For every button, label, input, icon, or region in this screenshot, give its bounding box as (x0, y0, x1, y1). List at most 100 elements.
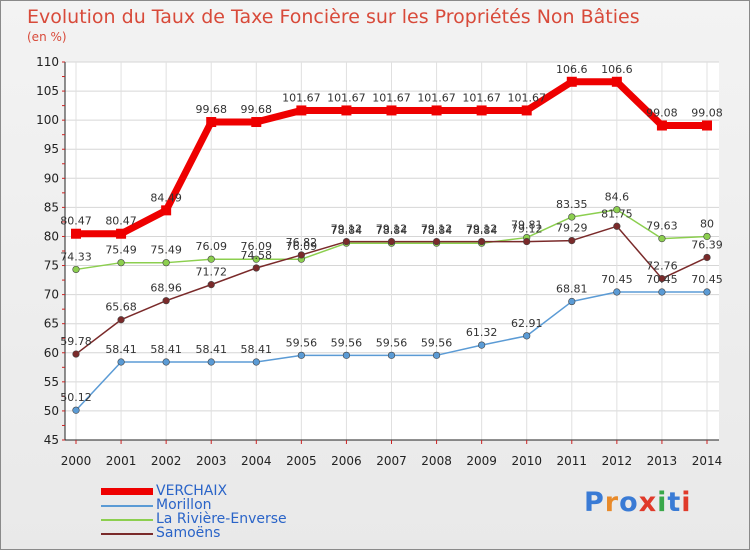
y-tick-label: 50 (44, 404, 59, 418)
logo-letter: i (657, 487, 668, 518)
data-point-verchaix (116, 228, 127, 239)
y-tick-label: 65 (44, 317, 59, 331)
data-point (432, 237, 441, 246)
proxiti-logo: Proxiti (584, 487, 692, 518)
x-tick-label: 2014 (692, 454, 723, 468)
data-point (658, 288, 666, 296)
logo-letter: i (681, 487, 692, 518)
data-label: 83.35 (556, 198, 588, 211)
x-tick-label: 2001 (106, 454, 137, 468)
data-label: 79.63 (646, 220, 678, 233)
data-label: 79.12 (421, 223, 453, 236)
data-label: 50.12 (60, 391, 92, 404)
y-tick-label: 110 (36, 55, 59, 69)
data-label: 79.12 (331, 223, 363, 236)
data-point-verchaix (611, 76, 622, 87)
logo-letter: P (584, 487, 605, 518)
data-point (658, 235, 666, 243)
data-label: 79.29 (556, 222, 588, 235)
data-label: 70.45 (691, 273, 723, 286)
x-tick-label: 2009 (466, 454, 497, 468)
data-point-verchaix (206, 117, 217, 128)
x-tick-label: 2010 (511, 454, 542, 468)
data-point (478, 237, 486, 246)
data-label: 99.08 (691, 107, 723, 120)
x-tick-label: 2007 (376, 454, 407, 468)
logo-letter: o (619, 487, 639, 518)
data-label: 79.81 (511, 219, 543, 232)
data-point (72, 265, 80, 274)
data-label: 84.6 (605, 191, 630, 204)
data-label: 78.84 (376, 224, 408, 237)
x-tick-label: 2002 (151, 454, 182, 468)
data-point-verchaix (341, 105, 352, 116)
data-point (568, 213, 576, 221)
data-point-verchaix (251, 117, 262, 128)
data-label: 76.82 (286, 236, 318, 249)
chart-unit-label: (en %) (27, 30, 67, 44)
logo-letter: r (604, 487, 620, 518)
data-label: 79.12 (466, 223, 498, 236)
data-label: 75.49 (150, 244, 182, 257)
data-point-verchaix (386, 105, 397, 116)
y-tick-label: 90 (44, 171, 59, 185)
data-point-verchaix (431, 105, 442, 116)
grid-lines (65, 61, 719, 441)
x-tick-label: 2006 (331, 454, 362, 468)
data-label: 106.6 (556, 63, 588, 76)
data-label: 78.84 (331, 224, 363, 237)
data-label: 81.75 (601, 207, 633, 220)
y-tick-label: 85 (44, 200, 59, 214)
data-point (387, 351, 396, 359)
data-point (703, 253, 711, 262)
data-label: 71.72 (195, 266, 227, 279)
data-label: 76.09 (286, 240, 318, 253)
data-label: 59.78 (60, 335, 92, 348)
data-label: 84.49 (150, 191, 182, 204)
legend-swatch (101, 533, 153, 535)
data-label: 76.09 (195, 240, 227, 253)
legend-label: Morillon (156, 497, 212, 513)
data-point (252, 264, 260, 272)
data-label: 79.12 (511, 223, 543, 236)
data-label: 59.56 (286, 336, 318, 349)
y-tick-label: 80 (44, 229, 59, 243)
data-label: 58.41 (241, 343, 273, 356)
data-point (432, 351, 441, 359)
data-point (207, 358, 215, 366)
data-point (117, 259, 125, 267)
data-label: 74.33 (60, 250, 92, 263)
legend-label: VERCHAIX (156, 483, 228, 499)
y-tick-label: 45 (44, 433, 59, 447)
data-label: 62.91 (511, 317, 543, 330)
data-point-verchaix (656, 120, 667, 131)
data-label: 99.68 (241, 103, 273, 116)
logo-letter: x (638, 487, 658, 518)
data-point (252, 358, 260, 366)
data-point (162, 358, 170, 366)
legend-label: Samoëns (156, 525, 221, 541)
data-point (252, 255, 260, 263)
data-label: 70.45 (646, 273, 678, 286)
y-tick-label: 60 (44, 346, 59, 360)
data-label: 74.58 (241, 249, 273, 262)
data-label: 59.56 (331, 336, 363, 349)
data-point (207, 255, 215, 263)
data-point-verchaix (566, 76, 577, 87)
data-label: 80.47 (60, 215, 92, 228)
data-point-verchaix (71, 228, 81, 239)
data-label: 101.67 (372, 91, 411, 104)
data-label: 106.6 (601, 63, 633, 76)
data-point (117, 358, 125, 366)
data-label: 101.67 (327, 91, 366, 104)
legend-label: La Rivière-Enverse (156, 511, 287, 527)
data-label: 78.84 (421, 224, 453, 237)
data-label: 101.67 (417, 91, 456, 104)
logo-letter: t (667, 487, 682, 518)
data-point (568, 297, 576, 306)
data-point (478, 341, 486, 349)
data-point (523, 332, 531, 340)
data-point-verchaix (702, 120, 712, 131)
data-point (613, 222, 621, 230)
